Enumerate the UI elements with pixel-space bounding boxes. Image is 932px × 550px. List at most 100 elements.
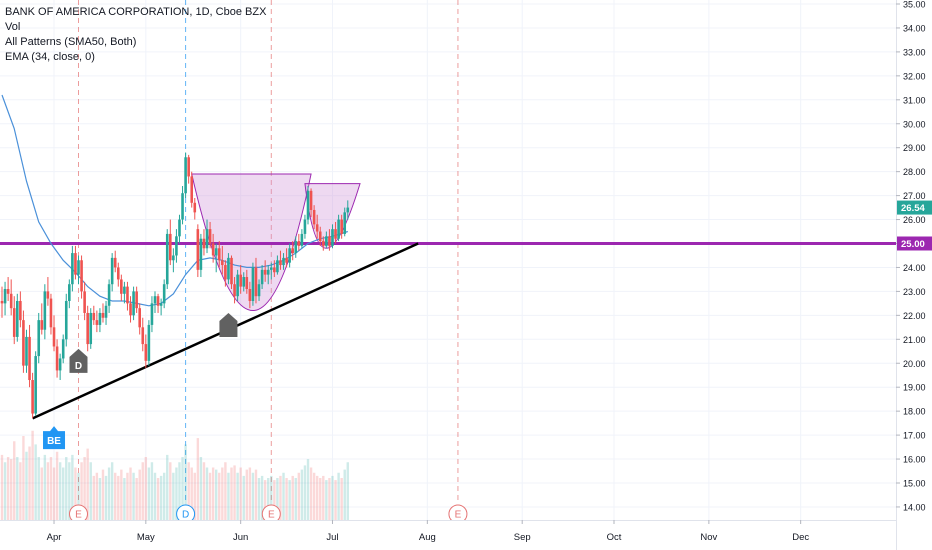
candle — [0, 286, 4, 318]
volume-bar — [153, 472, 157, 520]
price-tick-label: 27.00 — [903, 191, 926, 201]
candle — [303, 214, 307, 239]
volume-bar — [0, 454, 4, 520]
legend-title[interactable]: BANK OF AMERICA CORPORATION, 1D, Cboe BZ… — [5, 6, 267, 18]
volume-bar — [227, 472, 230, 520]
candle — [132, 286, 135, 321]
volume-bar — [178, 462, 181, 520]
candle-body — [257, 284, 261, 297]
volume-bar — [331, 475, 334, 520]
candle — [312, 205, 316, 230]
candle — [315, 214, 319, 239]
candle — [300, 229, 304, 249]
candle — [291, 241, 294, 261]
volume-bar — [68, 462, 71, 520]
candle — [266, 265, 270, 285]
candle-body — [12, 308, 16, 337]
legend-patterns[interactable]: All Patterns (SMA50, Both) — [5, 36, 137, 48]
price-axis[interactable]: 35.00 34.00 33.00 32.00 31.00 30.00 29.00 28.00… — [896, 0, 932, 550]
volume-bar — [126, 472, 129, 520]
candle — [239, 265, 242, 294]
candle — [165, 229, 169, 290]
pattern-marker: BE — [43, 426, 66, 450]
volume-bar — [58, 462, 62, 520]
event-label: E — [75, 510, 82, 521]
candle — [325, 231, 328, 249]
volume-bar — [340, 478, 343, 520]
candle — [169, 219, 172, 266]
candle-body — [104, 305, 108, 318]
candle — [288, 243, 291, 268]
candle-body — [116, 267, 120, 280]
volume-bar — [315, 475, 319, 520]
time-tick-label: Apr — [47, 532, 62, 543]
price-tick-label: 23.00 — [903, 287, 926, 297]
volume-bar — [288, 480, 291, 520]
legend-vol[interactable]: Vol — [5, 21, 21, 33]
marker-badge — [219, 312, 238, 337]
candle — [6, 277, 10, 301]
candle — [46, 277, 50, 306]
volume-bar — [273, 480, 276, 520]
time-axis[interactable]: Apr May Jun Jul Aug Sep Oct Nov Dec — [0, 520, 896, 550]
volume-bar — [175, 467, 178, 520]
pattern-markers[interactable]: BE D — [43, 312, 238, 450]
candle-body — [165, 233, 169, 285]
volume-bar — [282, 472, 285, 520]
candle-body — [331, 229, 334, 246]
price-tick-label: 22.00 — [903, 311, 926, 321]
candle-body — [181, 193, 184, 220]
candle-body — [86, 312, 89, 345]
volume-bar — [294, 478, 297, 520]
legend-ema[interactable]: EMA (34, close, 0) — [5, 51, 95, 63]
volume-bar — [309, 467, 313, 520]
candle-body — [74, 253, 77, 275]
candle-body — [306, 190, 310, 220]
price-tick-label: 19.00 — [903, 383, 926, 393]
level-label: 25.00 — [901, 239, 925, 250]
volume-bar — [22, 436, 25, 520]
time-tick-label: Oct — [607, 532, 622, 543]
candle-body — [236, 274, 239, 297]
candle-body — [221, 260, 224, 266]
candle-body — [217, 248, 221, 261]
candle — [49, 293, 53, 335]
volume-bar — [343, 469, 346, 520]
candle — [227, 253, 230, 285]
volume-bar — [86, 448, 89, 520]
candle — [104, 300, 108, 325]
candle — [3, 281, 7, 316]
candle-body — [300, 233, 304, 246]
candle-body — [269, 267, 273, 270]
volume-bar — [110, 462, 114, 520]
candle — [74, 245, 77, 280]
candle — [199, 233, 203, 278]
candle — [175, 229, 178, 263]
candle — [12, 296, 16, 345]
volume-bar — [114, 472, 117, 520]
candle-body — [49, 298, 53, 328]
candle-body — [169, 233, 172, 261]
time-tick-label: Dec — [792, 532, 809, 543]
volume-bar — [205, 467, 209, 520]
candle-body — [144, 344, 148, 361]
candle — [68, 279, 71, 309]
time-axis-bg — [0, 520, 896, 550]
time-tick-label: Nov — [700, 532, 717, 543]
candle — [107, 279, 111, 313]
candle-body — [9, 293, 13, 309]
candles — [0, 152, 350, 419]
candle — [251, 262, 255, 306]
candle — [25, 329, 28, 373]
volume-bar — [276, 478, 279, 520]
candle-body — [120, 279, 123, 294]
candle-body — [123, 286, 126, 294]
candle-body — [315, 224, 319, 232]
candle — [9, 279, 13, 316]
candle-body — [242, 277, 246, 287]
candle — [116, 262, 120, 287]
volume-bar — [71, 454, 74, 520]
candle-body — [211, 243, 215, 256]
